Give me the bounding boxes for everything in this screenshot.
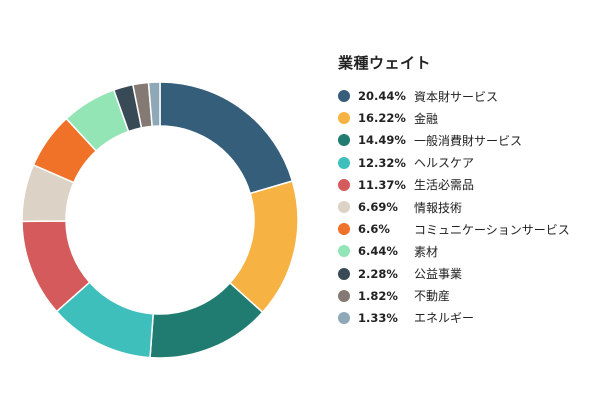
legend-label: 金融 <box>414 111 439 126</box>
legend-label: コミュニケーションサービス <box>414 222 570 237</box>
legend-item[interactable]: 6.69% 情報技術 <box>338 196 598 218</box>
legend-item[interactable]: 20.44% 資本財サービス <box>338 85 598 107</box>
legend-percent: 20.44% <box>358 89 406 104</box>
legend-swatch <box>338 201 350 214</box>
donut-chart <box>21 81 299 359</box>
legend-item[interactable]: 6.6% コミュニケーションサービス <box>338 218 598 240</box>
legend-item[interactable]: 6.44% 素材 <box>338 240 598 262</box>
legend-label: 情報技術 <box>414 200 463 215</box>
legend-percent: 1.33% <box>358 310 398 325</box>
donut-slice-1[interactable] <box>159 81 294 195</box>
legend-label: エネルギー <box>414 311 475 326</box>
legend-percent: 2.28% <box>358 266 398 281</box>
legend-item[interactable]: 2.28% 公益事業 <box>338 263 598 285</box>
legend: 業種ウェイト 20.44% 資本財サービス 16.22% 金融 14.49% 一般消費財サ… <box>338 52 598 329</box>
legend-label: 不動産 <box>414 289 451 304</box>
legend-percent: 11.37% <box>358 177 406 192</box>
legend-item[interactable]: 16.22% 金融 <box>338 107 598 129</box>
legend-list: 20.44% 資本財サービス 16.22% 金融 14.49% 一般消費財サービス 12.3… <box>338 85 598 329</box>
legend-percent: 6.44% <box>358 244 398 259</box>
legend-swatch <box>338 311 350 324</box>
legend-swatch <box>338 267 350 280</box>
legend-percent: 1.82% <box>358 288 398 303</box>
legend-item[interactable]: 1.33% エネルギー <box>338 307 598 329</box>
legend-percent: 6.69% <box>358 200 398 215</box>
legend-swatch <box>338 178 350 191</box>
legend-label: ヘルスケア <box>414 156 475 171</box>
legend-swatch <box>338 289 350 302</box>
chart-title: 業種ウェイト <box>338 54 432 72</box>
legend-swatch <box>338 245 350 258</box>
legend-percent: 14.49% <box>358 133 406 148</box>
legend-swatch <box>338 90 350 103</box>
legend-percent: 12.32% <box>358 155 406 170</box>
legend-swatch <box>338 134 350 147</box>
legend-item[interactable]: 11.37% 生活必需品 <box>338 174 598 196</box>
legend-swatch <box>338 223 350 236</box>
legend-percent: 16.22% <box>358 111 406 126</box>
legend-label: 公益事業 <box>414 267 463 282</box>
donut-slice-11[interactable] <box>147 81 161 128</box>
legend-label: 資本財サービス <box>414 89 499 104</box>
legend-percent: 6.6% <box>358 222 390 237</box>
legend-label: 素材 <box>414 244 439 259</box>
legend-label: 生活必需品 <box>414 178 475 193</box>
legend-label: 一般消費財サービス <box>414 133 523 148</box>
legend-item[interactable]: 1.82% 不動産 <box>338 285 598 307</box>
legend-item[interactable]: 14.49% 一般消費財サービス <box>338 129 598 151</box>
legend-swatch <box>338 156 350 169</box>
legend-swatch <box>338 112 350 125</box>
legend-item[interactable]: 12.32% ヘルスケア <box>338 152 598 174</box>
